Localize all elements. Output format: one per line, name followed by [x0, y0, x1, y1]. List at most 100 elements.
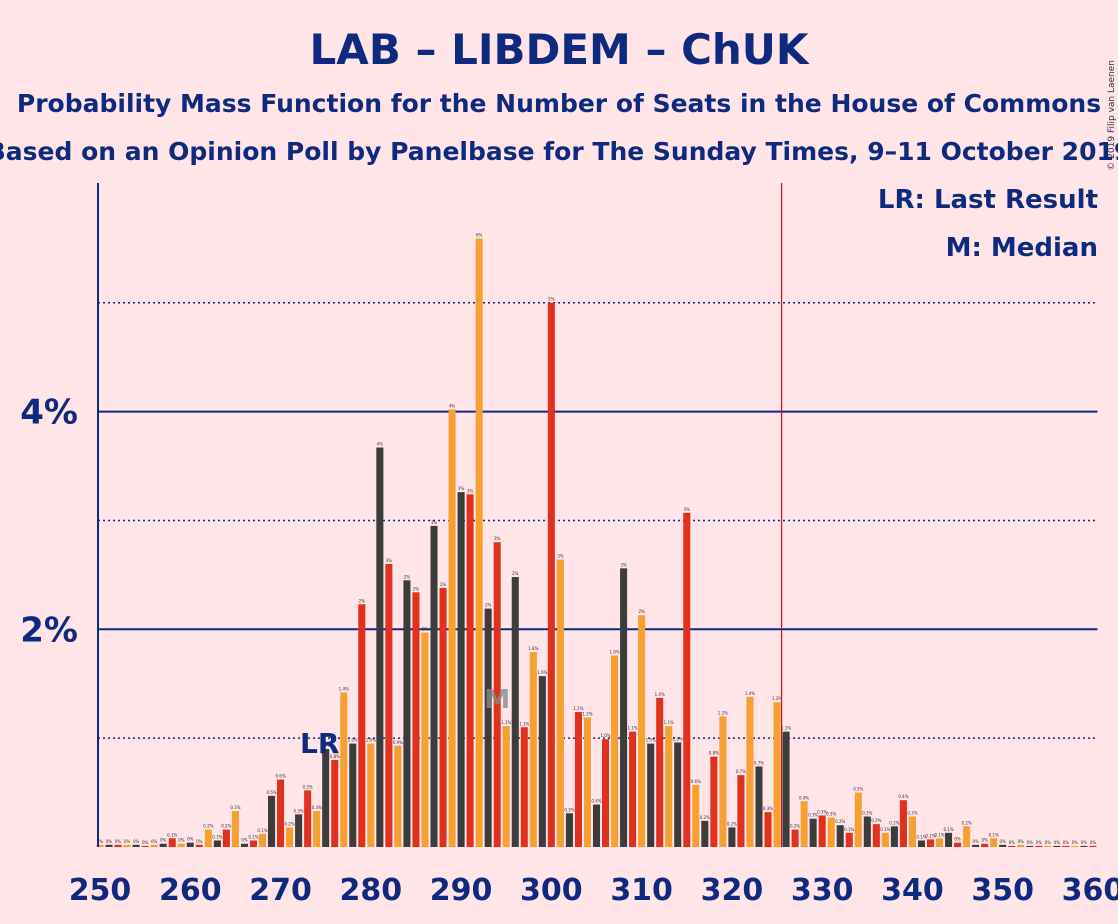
value-label: 0.3%	[808, 813, 818, 818]
value-label: 0%	[115, 839, 122, 844]
bar	[493, 542, 501, 847]
bar	[96, 844, 104, 847]
bar	[611, 655, 619, 847]
value-label: 0.1%	[880, 827, 890, 832]
bar	[186, 842, 194, 847]
value-label: 2%	[422, 627, 429, 632]
value-label: 1.0%	[600, 733, 610, 738]
value-label: 1.8%	[609, 649, 619, 654]
value-label: 0%	[1054, 840, 1061, 845]
bar	[322, 749, 330, 847]
value-label: 4%	[377, 442, 384, 447]
bar	[195, 844, 203, 847]
bar	[286, 827, 294, 847]
bar	[1035, 845, 1043, 847]
bar	[665, 726, 673, 847]
bar	[809, 818, 817, 847]
bar	[701, 820, 709, 847]
bar	[556, 559, 564, 847]
x-tick-label: 250	[69, 873, 132, 908]
value-label: 0%	[241, 838, 248, 843]
bar	[304, 790, 312, 847]
x-tick-label: 350	[971, 873, 1034, 908]
value-label: 0%	[1018, 839, 1025, 844]
bar	[899, 800, 907, 847]
bar	[1080, 845, 1088, 847]
value-label: 0%	[196, 839, 203, 844]
x-tick-label: 290	[430, 873, 493, 908]
bar	[394, 745, 402, 847]
y-tick-label: 4%	[20, 393, 78, 433]
value-label: 3%	[467, 488, 474, 493]
value-label: 5%	[548, 297, 555, 302]
bar	[114, 844, 122, 847]
value-label: 0.1%	[844, 827, 854, 832]
value-label: 0.3%	[230, 805, 240, 810]
x-tick-label: 340	[881, 873, 944, 908]
value-label: 0%	[106, 839, 113, 844]
value-label: 0%	[1000, 839, 1007, 844]
bar	[430, 525, 438, 847]
value-label: 0%	[97, 839, 104, 844]
bar	[520, 727, 528, 847]
value-label: 0.6%	[691, 779, 701, 784]
bar	[295, 814, 303, 847]
bar	[367, 743, 375, 847]
value-label: 0.3%	[907, 811, 917, 816]
value-label: 0.9%	[321, 743, 331, 748]
subtitle: Based on an Opinion Poll by Panelbase fo…	[0, 137, 1118, 166]
bar	[881, 832, 889, 847]
bar	[385, 563, 393, 847]
value-label: 0%	[187, 837, 194, 842]
value-label: 0%	[1027, 840, 1034, 845]
value-label: 4%	[449, 403, 456, 408]
value-label: 0%	[133, 839, 140, 844]
bar	[872, 824, 880, 847]
value-label: 0.2%	[871, 818, 881, 823]
value-label: 0.8%	[709, 751, 719, 756]
value-label: 1.4%	[655, 692, 665, 697]
value-label: 3%	[620, 562, 627, 567]
x-tick-label: 330	[791, 873, 854, 908]
bar	[412, 592, 420, 847]
bar	[854, 792, 862, 847]
bar	[710, 756, 718, 847]
bar	[249, 840, 257, 847]
bar	[159, 843, 167, 847]
value-label: 1.1%	[664, 720, 674, 725]
bar	[448, 409, 456, 847]
value-label: 0.2%	[221, 824, 231, 829]
bar	[972, 844, 980, 847]
value-label: 0.1%	[167, 832, 177, 837]
bar	[240, 843, 248, 847]
value-label: 0.3%	[763, 806, 773, 811]
value-label: 0.8%	[330, 754, 340, 759]
value-label: 0.1%	[925, 833, 935, 838]
x-tick-label: 300	[520, 873, 583, 908]
value-label: 0.3%	[817, 809, 827, 814]
bar	[647, 743, 655, 847]
bar	[403, 580, 411, 847]
bar	[963, 826, 971, 847]
value-label: 0%	[1081, 840, 1088, 845]
bar	[800, 801, 808, 847]
value-label: 0.1%	[943, 827, 953, 832]
value-label: 1.8%	[528, 646, 538, 651]
value-label: 0.3%	[564, 807, 574, 812]
bar	[999, 844, 1007, 847]
bar	[1026, 845, 1034, 847]
value-label: 0.2%	[284, 821, 294, 826]
value-label: 0.3%	[312, 805, 322, 810]
bar	[141, 845, 149, 847]
value-label: 0.1%	[212, 834, 222, 839]
bar	[629, 731, 637, 847]
bar	[529, 652, 537, 847]
value-label: 0%	[178, 838, 185, 843]
bar	[574, 712, 582, 847]
bar	[1017, 844, 1025, 847]
value-label: 1.4%	[339, 686, 349, 691]
bar	[1008, 845, 1016, 847]
value-label: 1.2%	[573, 706, 583, 711]
value-label: 0.2%	[962, 820, 972, 825]
value-label: 0%	[1009, 840, 1016, 845]
